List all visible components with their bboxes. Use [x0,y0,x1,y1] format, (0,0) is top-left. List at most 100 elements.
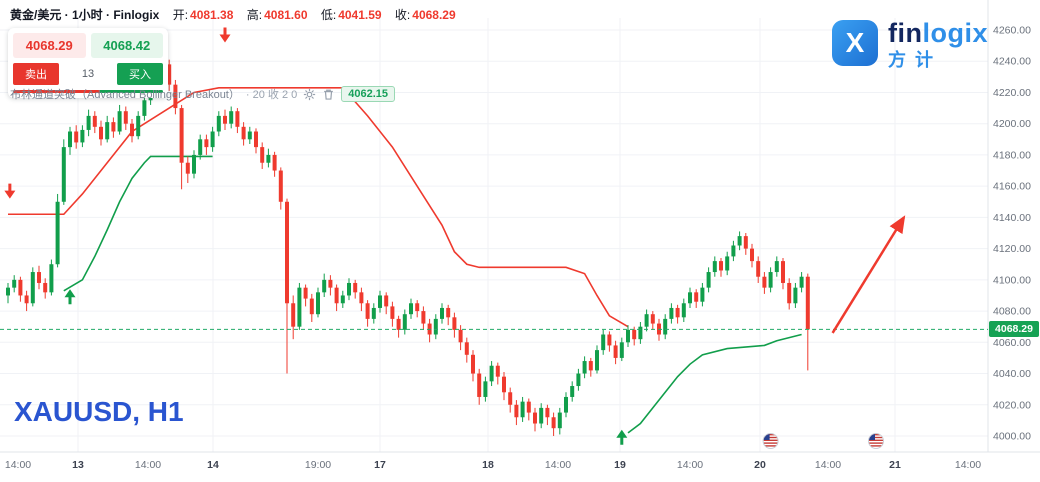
candle [409,303,413,315]
candle [260,147,265,163]
candle [378,295,382,308]
time-tick-label: 19:00 [305,459,331,471]
candle [731,245,736,257]
indicator-legend: 布林通道突破（Advanced Bollinger Breakout） · 20… [10,86,395,102]
symbol-title[interactable]: 黄金/美元 · 1小时 · Finlogix [10,8,160,22]
candle [694,292,699,302]
candle [37,272,41,283]
candle [43,282,48,293]
candle [254,131,258,148]
candle [235,111,240,127]
close-label: 收: [394,8,411,22]
candle [799,276,804,288]
bollinger-upper-band [8,86,629,328]
candle [762,276,767,288]
candle [61,147,66,202]
flag-stripe [869,434,883,436]
candle [185,162,190,174]
sentiment-bar-sell [13,90,100,93]
candle [483,381,488,397]
candle [712,261,717,273]
candle [681,303,686,318]
candle [613,345,618,358]
finlogix-cn-name: 方计 [888,50,942,70]
candle [440,307,444,319]
high-label: 高: [246,8,263,22]
time-tick-label: 14:00 [677,459,703,471]
candle [390,306,395,319]
candle [663,318,668,335]
price-tick-label: 4000.00 [993,431,1031,443]
candle [706,272,711,288]
candle [570,386,575,397]
candle [272,154,277,171]
time-tick-label: 14:00 [955,459,981,471]
price-tick-label: 4220.00 [993,87,1031,99]
gear-icon[interactable] [303,88,316,101]
candle [607,334,612,346]
bollinger-lower-band-left [63,155,213,292]
candle [526,401,531,413]
candle [669,307,674,319]
finlogix-logo: X finlogix 方计 [832,20,988,69]
bollinger-lower-band-right [627,333,802,434]
candle [111,122,116,132]
buy-signal-arrow-icon [64,289,76,305]
candle [564,396,568,413]
candle [247,131,252,140]
sentiment-bar-buy [100,90,163,93]
flag-stripe [869,439,883,441]
trend-projection-arrow[interactable] [831,215,906,334]
candle [192,154,196,174]
time-tick-label: 14:00 [545,459,571,471]
us-flag-stripes [763,434,778,447]
candle [210,131,215,148]
time-tick-label: 14:00 [135,459,161,471]
candle [241,126,246,140]
time-tick-label: 13 [72,459,84,471]
candle [619,342,624,358]
sentiment-bar [13,90,163,93]
price-tick-label: 4200.00 [993,118,1031,130]
candle [384,295,389,307]
candle [105,122,110,140]
sell-button[interactable]: 卖出 [13,63,59,85]
candle [601,334,606,351]
candle [576,373,581,387]
candle [471,354,475,374]
trash-icon[interactable] [322,88,335,101]
candle [402,314,407,330]
buy-button[interactable]: 买入 [117,63,163,85]
candle [638,326,643,340]
price-tick-label: 4140.00 [993,212,1031,224]
candle [756,261,761,277]
candle [539,407,544,424]
time-tick-label: 14 [207,459,219,471]
candle [588,361,593,371]
candle [452,317,457,330]
candle [204,139,209,148]
candle [12,279,17,288]
candle [297,287,302,327]
candle [768,272,773,288]
price-tick-label: 4100.00 [993,274,1031,286]
bid-price[interactable]: 4068.29 [13,33,86,58]
price-tick-label: 4080.00 [993,306,1031,318]
candle [421,311,426,324]
buy-signal-arrow-icon [616,429,628,445]
time-tick-label: 14:00 [5,459,31,471]
candle [743,236,748,249]
time-tick-label: 14:00 [815,459,841,471]
flag-stripe [869,436,883,439]
ask-price[interactable]: 4068.42 [90,33,163,58]
price-tick-label: 4240.00 [993,56,1031,68]
flag-stripe [869,442,883,444]
candle [557,412,562,429]
indicator-name[interactable]: 布林通道突破（Advanced Bollinger Breakout） [10,89,240,101]
candle [514,404,519,418]
price-tick-label: 4160.00 [993,181,1031,193]
candle [582,361,587,374]
sell-signal-arrow-icon [4,183,16,199]
price-tick-label: 4040.00 [993,368,1031,380]
